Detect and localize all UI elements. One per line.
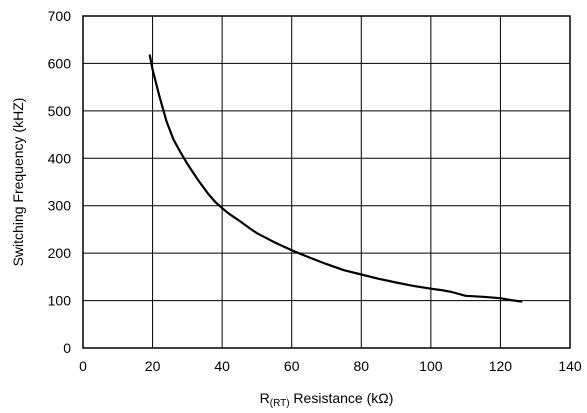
x-axis-label-rest: Resistance (kΩ) <box>290 390 394 406</box>
y-tick-label: 0 <box>63 340 71 356</box>
x-tick-label: 140 <box>558 358 582 374</box>
series-line <box>148 54 523 303</box>
x-axis-label-sub: (RT) <box>270 398 290 409</box>
x-tick-label: 0 <box>79 358 87 374</box>
x-axis-label-main: R <box>260 390 270 406</box>
x-tick-label: 100 <box>419 358 443 374</box>
x-tick-label: 120 <box>489 358 513 374</box>
x-tick-label: 80 <box>353 358 369 374</box>
y-tick-label: 100 <box>48 293 72 309</box>
x-axis-label: R(RT) Resistance (kΩ) <box>260 390 394 409</box>
y-tick-label: 200 <box>48 245 72 261</box>
y-tick-labels: 0 100 200 300 400 500 600 700 <box>48 8 72 356</box>
x-tick-label: 40 <box>214 358 230 374</box>
y-axis-label: Switching Frequency (kHZ) <box>10 98 26 267</box>
y-tick-label: 500 <box>48 103 72 119</box>
y-tick-label: 600 <box>48 55 72 71</box>
plot-frame <box>82 15 571 349</box>
x-tick-label: 20 <box>145 358 161 374</box>
x-tick-labels: 0 20 40 60 80 100 120 140 <box>79 358 582 374</box>
y-tick-label: 700 <box>48 8 72 24</box>
x-tick-label: 60 <box>284 358 300 374</box>
y-tick-label: 300 <box>48 198 72 214</box>
y-tick-label: 400 <box>48 150 72 166</box>
